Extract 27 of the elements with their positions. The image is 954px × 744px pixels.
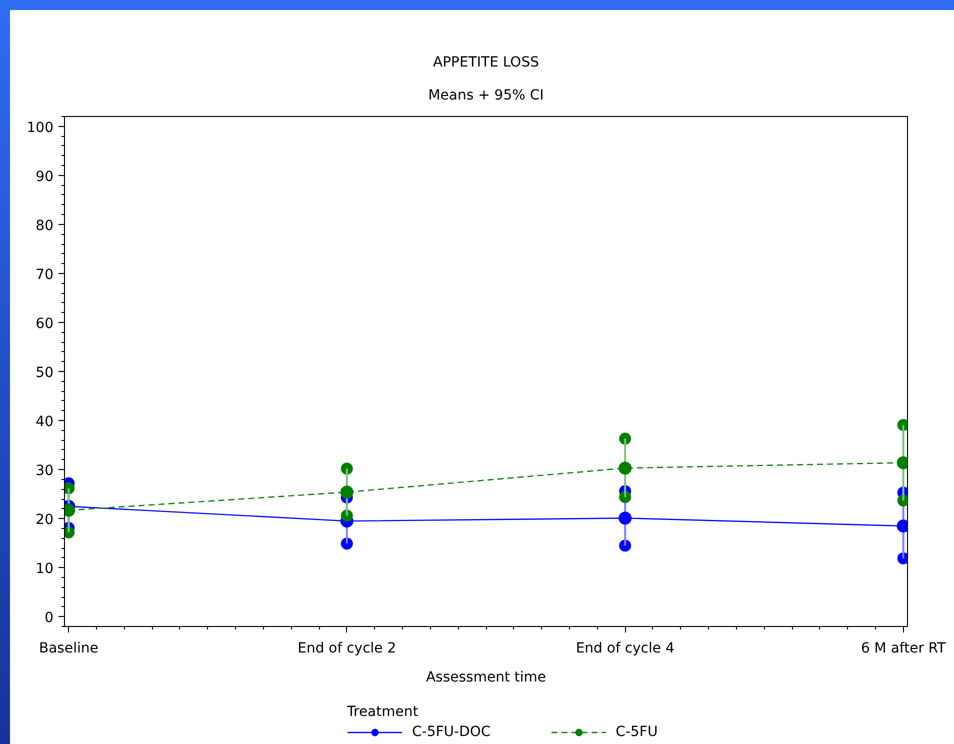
y-tick-label: 90 [36,168,54,185]
x-tick-label: End of cycle 2 [298,640,396,656]
y-tick-label: 0 [44,610,54,626]
point [64,504,76,517]
y-tick-label: 10 [36,561,54,578]
legend-label: C-5FU [616,724,658,740]
chart-subtitle: Means + 95% CI [428,88,544,104]
y-tick-label: 80 [36,218,54,234]
point [618,462,632,475]
x-axis-title: Assessment time [426,670,546,686]
y-tick-label: 20 [36,512,54,528]
y-tick-label: 30 [36,463,54,480]
x-tick-label: Baseline [38,640,98,656]
point [340,486,354,499]
y-tick-label: 40 [36,414,54,430]
point [896,519,908,532]
x-tick-label: End of cycle 4 [576,640,674,656]
y-tick-label: 60 [36,316,54,332]
y-tick-label: 50 [36,365,54,381]
point [618,512,632,525]
point [896,456,908,470]
x-tick-label: 6 M after RT [860,640,946,656]
chart-title: APPETITE LOSS [433,54,540,70]
legend-title: Treatment [347,704,420,720]
legend-label: C-5FU-DOC [412,724,491,740]
y-tick-label: 70 [36,266,54,283]
y-tick-label: 100 [26,120,54,136]
